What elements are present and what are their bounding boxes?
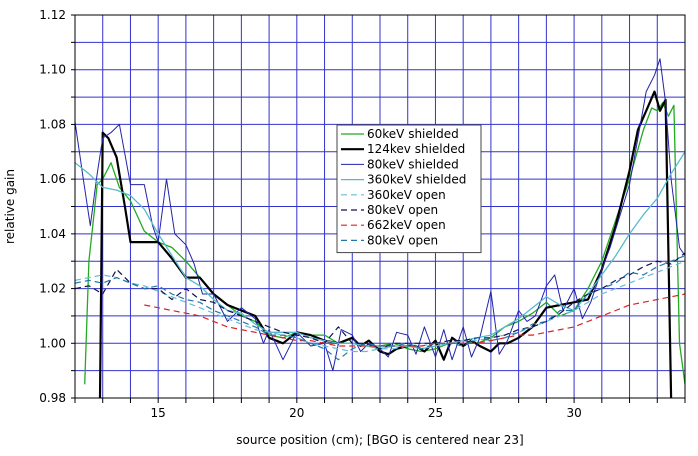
legend-label: 360keV open: [367, 188, 446, 202]
series-line-7: [144, 293, 685, 347]
y-tick-label: 1.04: [39, 227, 66, 241]
x-axis-label: source position (cm); [BGO is centered n…: [236, 433, 523, 447]
y-tick-label: 1.02: [39, 282, 66, 296]
series-lines: [75, 58, 685, 398]
axis-ticks: 15 20 25 30 0.98 1.00 1.02 1.04 1.06 1.08 1.10 1.12: [39, 8, 686, 420]
legend-label: 80keV open: [367, 233, 438, 247]
y-tick-label: 1.10: [39, 63, 66, 77]
x-tick-label: 25: [428, 406, 443, 420]
y-tick-label: 0.98: [39, 391, 66, 405]
grid: [74, 14, 686, 399]
series-line-3: [75, 58, 685, 372]
legend-label: 80keV shielded: [367, 157, 459, 171]
legend-label: 662keV open: [367, 218, 446, 232]
y-tick-label: 1.12: [39, 8, 66, 22]
legend-label: 124kev shielded: [367, 142, 465, 156]
y-tick-label: 1.06: [39, 172, 66, 186]
x-tick-label: 30: [566, 406, 581, 420]
series-line-8: [75, 255, 685, 361]
x-tick-label: 15: [151, 406, 166, 420]
legend-label: 60keV shielded: [367, 127, 459, 141]
x-tick-label: 20: [289, 406, 304, 420]
legend-label: 80keV open: [367, 203, 438, 217]
y-tick-label: 1.08: [39, 117, 66, 131]
y-tick-label: 1.00: [39, 336, 66, 350]
legend-box: [336, 124, 482, 254]
series-line-6: [75, 252, 685, 350]
legend-label: 360keV shielded: [367, 173, 466, 187]
y-axis-label: relative gain: [3, 169, 17, 244]
